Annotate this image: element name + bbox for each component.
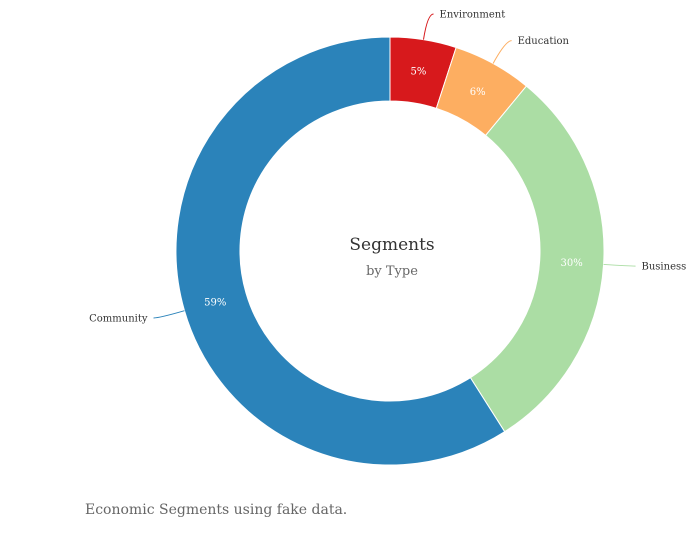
- slice-business: [469, 85, 605, 433]
- slice-value-label-education: 6%: [470, 87, 486, 98]
- slices-group: [175, 36, 605, 466]
- chart-caption: Economic Segments using fake data.: [85, 502, 348, 518]
- slice-value-label-community: 59%: [204, 297, 226, 308]
- callout-label-education: Education: [518, 36, 570, 47]
- callouts-group: 5% Environment 6% Education 30% Business 59% Co…: [89, 9, 686, 324]
- callout-line-environment: [422, 13, 434, 40]
- slice-community: [175, 36, 506, 466]
- callout-line-community: [153, 310, 185, 319]
- slice-value-label-business: 30%: [561, 258, 583, 269]
- callout-line-education: [492, 40, 512, 64]
- chart-subtitle: by Type: [366, 264, 418, 279]
- callout-label-business: Business: [642, 262, 687, 273]
- chart-title: Segments: [349, 235, 434, 255]
- callout-label-environment: Environment: [440, 9, 506, 20]
- callout-label-community: Community: [89, 313, 148, 324]
- callout-line-business: [603, 263, 636, 267]
- slice-value-label-environment: 5%: [411, 67, 427, 78]
